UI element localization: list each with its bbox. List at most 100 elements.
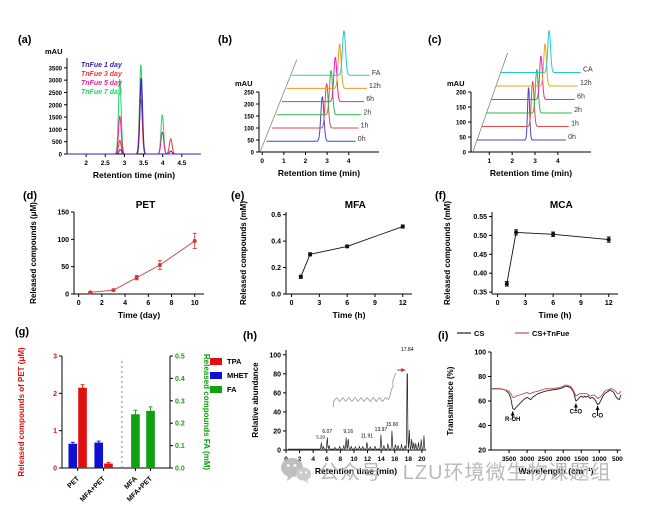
- panel-h: (h) 0 2 4 6 8 10 12 14 16 18 20 Retention time (min)…: [240, 326, 442, 484]
- svg-text:13.97: 13.97: [375, 427, 388, 433]
- panel-c-chart: (c) 1 2 3 4 Retention time (min) 0 50 100 150 200 0…: [428, 30, 593, 178]
- svg-text:5.20: 5.20: [316, 434, 325, 439]
- svg-text:6: 6: [325, 456, 329, 463]
- svg-text:2000: 2000: [556, 456, 571, 463]
- svg-text:TnFue 7 day: TnFue 7 day: [81, 89, 123, 96]
- svg-text:Released compounds of PET (μM): Released compounds of PET (μM): [17, 347, 26, 477]
- svg-text:CS+TnFue: CS+TnFue: [532, 329, 569, 338]
- svg-text:mAU: mAU: [447, 79, 465, 88]
- svg-text:Time (day): Time (day): [118, 310, 161, 320]
- panel-b: (b) 0 1 2 3 4 Retention time (min) 0 50 100 150 200…: [215, 30, 420, 183]
- svg-text:C=O: C=O: [570, 410, 583, 416]
- svg-text:0.3: 0.3: [175, 398, 185, 405]
- svg-text:12h: 12h: [580, 80, 592, 87]
- svg-text:500: 500: [52, 140, 63, 146]
- svg-text:500: 500: [612, 456, 623, 463]
- svg-text:0.2: 0.2: [271, 265, 281, 272]
- svg-text:3: 3: [123, 160, 127, 167]
- svg-text:0: 0: [53, 466, 57, 473]
- svg-text:0.45: 0.45: [473, 252, 487, 259]
- svg-text:80: 80: [273, 371, 281, 378]
- svg-text:C-O: C-O: [592, 413, 603, 419]
- svg-text:CS: CS: [474, 329, 484, 338]
- svg-text:0h: 0h: [358, 136, 366, 143]
- svg-text:9: 9: [579, 300, 583, 307]
- svg-text:12h: 12h: [369, 83, 381, 90]
- svg-text:100: 100: [57, 237, 69, 244]
- svg-text:80: 80: [478, 374, 486, 381]
- svg-text:TnFue 5 day: TnFue 5 day: [81, 80, 123, 87]
- svg-text:2: 2: [84, 160, 88, 167]
- svg-text:16: 16: [391, 456, 399, 463]
- panel-f-chart: (f) MCA 0 3 6 9 12 Time (h) 0.35 0.40 0.45 0.50 0.55…: [435, 190, 618, 320]
- svg-text:FA: FA: [227, 385, 237, 394]
- svg-text:0: 0: [251, 151, 255, 157]
- svg-text:4: 4: [161, 160, 165, 167]
- svg-text:0: 0: [463, 151, 467, 157]
- svg-text:0.0: 0.0: [175, 466, 185, 473]
- svg-text:150: 150: [244, 115, 255, 121]
- panel-h-chart: (h) 0 2 4 6 8 10 12 14 16 18 20 Retention time (min)…: [243, 330, 426, 476]
- svg-text:8: 8: [170, 300, 174, 307]
- svg-text:R-OH: R-OH: [505, 417, 520, 423]
- svg-text:FA: FA: [372, 70, 381, 77]
- svg-text:Wavelength (cm⁻¹): Wavelength (cm⁻¹): [518, 466, 593, 476]
- panel-e-chart: (e) MFA 0 3 6 9 12 Time (h) 0.0 0.2 0.4 0.6 Released…: [231, 190, 412, 320]
- panel-g: (g) PET MFA+PET MFA MFA+PET 0 1 2 3 Released comp…: [12, 322, 252, 520]
- svg-text:0: 0: [77, 300, 81, 307]
- panel-d: (d) PET 0 2 4 6 8 10 Time (day) 0 50 100 150 Released…: [20, 186, 222, 324]
- svg-text:2500: 2500: [538, 456, 553, 463]
- svg-text:6.07: 6.07: [322, 429, 332, 435]
- svg-text:40: 40: [273, 409, 281, 416]
- svg-text:1h: 1h: [361, 123, 369, 130]
- svg-text:6h: 6h: [366, 96, 374, 103]
- svg-text:20: 20: [478, 448, 486, 455]
- svg-text:12: 12: [605, 300, 613, 307]
- svg-text:0.6: 0.6: [271, 212, 281, 219]
- svg-text:100: 100: [269, 352, 281, 359]
- svg-text:(i): (i): [438, 330, 449, 342]
- panel-i: (i) 3500 3000 2500 2000 1500 1000 500 Wavelength…: [435, 326, 643, 486]
- svg-text:6: 6: [551, 300, 555, 307]
- svg-text:14: 14: [378, 456, 386, 463]
- svg-text:1000: 1000: [49, 128, 63, 134]
- svg-text:3000: 3000: [520, 456, 535, 463]
- svg-text:0.50: 0.50: [473, 233, 487, 240]
- svg-text:4: 4: [556, 158, 560, 165]
- svg-text:0: 0: [260, 158, 264, 165]
- panel-f: (f) MCA 0 3 6 9 12 Time (h) 0.35 0.40 0.45 0.50 0.55…: [432, 186, 638, 324]
- svg-text:4: 4: [311, 456, 315, 463]
- svg-text:0: 0: [65, 292, 69, 299]
- panel-i-chart: (i) 3500 3000 2500 2000 1500 1000 500 Wavelength…: [438, 329, 623, 476]
- svg-text:17.84: 17.84: [401, 347, 414, 353]
- svg-text:1h: 1h: [571, 121, 579, 128]
- svg-text:20: 20: [273, 428, 281, 435]
- svg-text:100: 100: [456, 121, 467, 127]
- svg-text:11.91: 11.91: [361, 434, 373, 440]
- svg-text:(h): (h): [243, 330, 257, 342]
- panel-b-chart: (b) 0 1 2 3 4 Retention time (min) 0 50 100 150 200…: [218, 30, 381, 178]
- svg-text:200: 200: [456, 91, 467, 97]
- svg-text:3: 3: [533, 158, 537, 165]
- svg-text:TnFue 1 day: TnFue 1 day: [81, 62, 123, 69]
- svg-text:0: 0: [277, 448, 281, 455]
- svg-text:PET: PET: [66, 475, 81, 490]
- svg-text:Time (h): Time (h): [539, 310, 572, 320]
- svg-text:12: 12: [364, 456, 372, 463]
- svg-text:0.4: 0.4: [271, 239, 281, 246]
- svg-text:(d): (d): [23, 190, 37, 202]
- svg-text:3: 3: [523, 300, 527, 307]
- svg-text:50: 50: [459, 136, 466, 142]
- svg-text:2: 2: [53, 391, 57, 398]
- svg-text:Transmittance (%): Transmittance (%): [446, 366, 455, 435]
- svg-text:4.5: 4.5: [177, 160, 186, 167]
- svg-text:150: 150: [57, 210, 69, 217]
- svg-text:(e): (e): [231, 190, 245, 202]
- svg-text:0: 0: [59, 153, 63, 159]
- svg-text:100: 100: [244, 127, 255, 133]
- svg-text:1: 1: [53, 428, 57, 435]
- svg-text:10: 10: [191, 300, 199, 307]
- svg-text:8: 8: [339, 456, 343, 463]
- svg-text:Released compounds (μM): Released compounds (μM): [29, 202, 38, 304]
